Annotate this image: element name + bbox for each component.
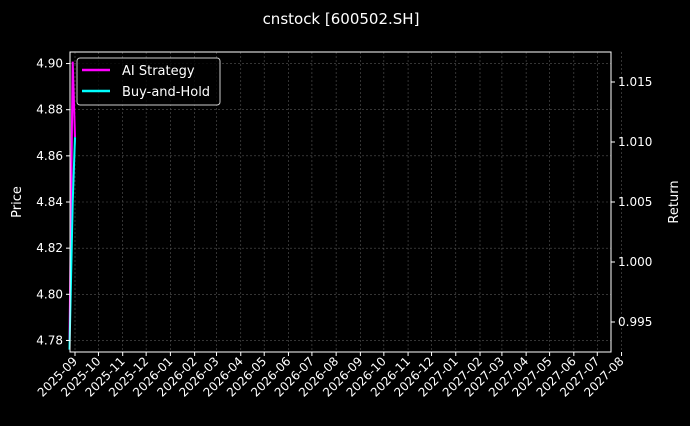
- y-left-tick-label: 4.80: [36, 287, 63, 301]
- chart-title: cnstock [600502.SH]: [263, 10, 420, 28]
- x-axis: 2025-092025-102025-112025-122026-012026-…: [35, 352, 627, 400]
- y-right-tick-label: 1.015: [618, 75, 652, 89]
- y-axis-right: 0.995 1.000 1.005 1.010 1.015: [611, 75, 652, 329]
- y-left-tick-label: 4.82: [36, 241, 63, 255]
- y-axis-right-label: Return: [667, 180, 682, 223]
- y-right-tick-label: 1.010: [618, 135, 652, 149]
- series-line-buy-and-hold: [68, 137, 76, 350]
- y-right-tick-label: 1.005: [618, 195, 652, 209]
- y-left-tick-label: 4.90: [36, 57, 63, 71]
- legend-label-buy-and-hold: Buy-and-Hold: [122, 85, 210, 100]
- y-axis-left: 4.78 4.80 4.82 4.84 4.86 4.88 4.90: [36, 57, 70, 347]
- series-lines: [68, 61, 76, 350]
- y-left-tick-label: 4.84: [36, 195, 63, 209]
- legend-box: [76, 57, 221, 106]
- legend: AI Strategy Buy-and-Hold: [76, 57, 221, 106]
- series-line-ai-strategy: [68, 61, 76, 341]
- y-left-tick-label: 4.78: [36, 333, 63, 347]
- y-right-tick-label: 0.995: [618, 315, 652, 329]
- y-right-tick-label: 1.000: [618, 255, 652, 269]
- y-axis-left-label: Price: [10, 186, 25, 218]
- y-left-tick-label: 4.88: [36, 103, 63, 117]
- legend-label-ai-strategy: AI Strategy: [122, 64, 195, 79]
- y-left-tick-label: 4.86: [36, 149, 63, 163]
